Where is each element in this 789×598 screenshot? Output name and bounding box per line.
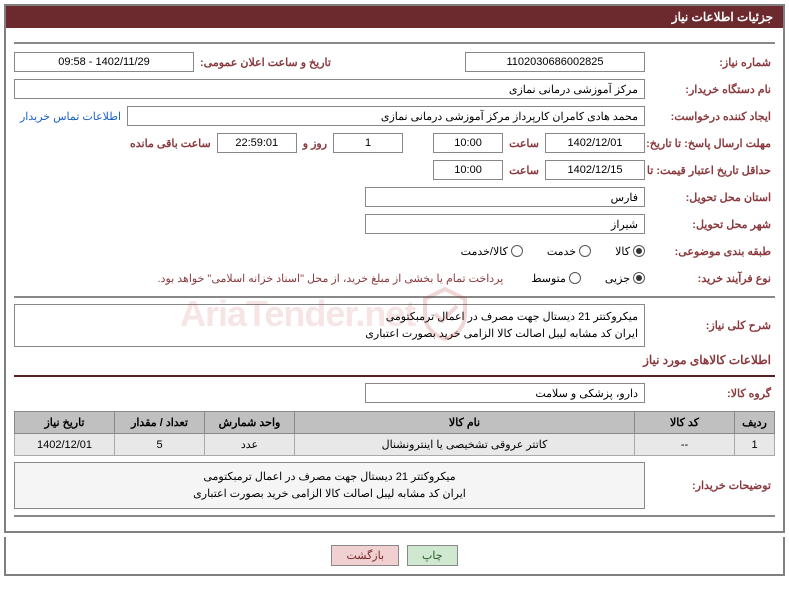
announce-label: تاریخ و ساعت اعلان عمومی: [194, 56, 337, 69]
purchase-type-label: نوع فرآیند خرید: [645, 272, 775, 285]
remaining-time-field: 22:59:01 [217, 133, 297, 153]
resp-time-field: 10:00 [433, 133, 503, 153]
radio-medium[interactable]: متوسط [531, 272, 581, 285]
th-name: نام کالا [295, 412, 635, 434]
items-table: ردیف کد کالا نام کالا واحد شمارش تعداد /… [14, 411, 775, 456]
divider [14, 42, 775, 44]
min-validity-time-field: 10:00 [433, 160, 503, 180]
category-label: طبقه بندی موضوعی: [645, 245, 775, 258]
requester-label: ایجاد کننده درخواست: [645, 110, 775, 123]
th-row: ردیف [735, 412, 775, 434]
th-qty: تعداد / مقدار [115, 412, 205, 434]
th-unit: واحد شمارش [205, 412, 295, 434]
time-label-2: ساعت [503, 164, 545, 177]
buyer-org-label: نام دستگاه خریدار: [645, 83, 775, 96]
main-panel: جزئیات اطلاعات نیاز شماره نیاز: 11020306… [4, 4, 785, 533]
radio-dot-icon [633, 272, 645, 284]
cell-unit: عدد [205, 434, 295, 456]
radio-both[interactable]: کالا/خدمت [461, 245, 523, 258]
summary-line2: ایران کد مشابه لیبل اصالت کالا الزامی خر… [21, 326, 638, 343]
city-field: شیراز [365, 214, 645, 234]
divider [14, 515, 775, 517]
section-divider [14, 375, 775, 377]
cell-name: کاتتر عروقی تشخیصی یا اینترونشنال [295, 434, 635, 456]
time-label-1: ساعت [503, 137, 545, 150]
contact-link[interactable]: اطلاعات تماس خریدار [14, 110, 127, 123]
min-validity-date-field: 1402/12/15 [545, 160, 645, 180]
summary-line1: میکروکتتر 21 دیستال جهت مصرف در اعمال تر… [21, 309, 638, 326]
radio-dot-icon [579, 245, 591, 257]
province-field: فارس [365, 187, 645, 207]
buyer-notes-field: میکروکتتر 21 دیستال جهت مصرف در اعمال تر… [14, 462, 645, 509]
return-button[interactable]: بازگشت [331, 545, 399, 566]
panel-header: جزئیات اطلاعات نیاز [6, 6, 783, 28]
notes-line1: میکروکتتر 21 دیستال جهت مصرف در اعمال تر… [21, 469, 638, 486]
cell-code: -- [635, 434, 735, 456]
items-section-title: اطلاعات کالاهای مورد نیاز [18, 353, 771, 367]
announce-field: 1402/11/29 - 09:58 [14, 52, 194, 72]
th-date: تاریخ نیاز [15, 412, 115, 434]
goods-group-field: دارو، پزشکی و سلامت [365, 383, 645, 403]
table-row: 1--کاتتر عروقی تشخیصی یا اینترونشنالعدد5… [15, 434, 775, 456]
panel-title: جزئیات اطلاعات نیاز [672, 10, 773, 24]
radio-goods[interactable]: کالا [615, 245, 645, 258]
goods-group-label: گروه کالا: [645, 387, 775, 400]
radio-small[interactable]: جزیی [605, 272, 645, 285]
radio-service[interactable]: خدمت [547, 245, 591, 258]
days-label: روز و [297, 137, 333, 150]
radio-dot-icon [511, 245, 523, 257]
resp-date-field: 1402/12/01 [545, 133, 645, 153]
summary-label: شرح کلی نیاز: [645, 319, 775, 332]
days-field: 1 [333, 133, 403, 153]
th-code: کد کالا [635, 412, 735, 434]
remaining-label: ساعت باقی مانده [124, 137, 217, 150]
resp-deadline-label: مهلت ارسال پاسخ: تا تاریخ: [645, 137, 775, 150]
notes-line2: ایران کد مشابه لیبل اصالت کالا الزامی خر… [21, 486, 638, 503]
footer-buttons: چاپ بازگشت [4, 537, 785, 576]
radio-dot-icon [569, 272, 581, 284]
purchase-type-radio-group: جزیی متوسط [511, 272, 645, 285]
summary-field: میکروکتتر 21 دیستال جهت مصرف در اعمال تر… [14, 304, 645, 347]
print-button[interactable]: چاپ [407, 545, 458, 566]
need-number-label: شماره نیاز: [645, 56, 775, 69]
cell-date: 1402/12/01 [15, 434, 115, 456]
divider [14, 296, 775, 298]
category-radio-group: کالا خدمت کالا/خدمت [441, 245, 645, 258]
cell-row: 1 [735, 434, 775, 456]
province-label: استان محل تحویل: [645, 191, 775, 204]
min-validity-label: حداقل تاریخ اعتبار قیمت: تا تاریخ: [645, 164, 775, 177]
radio-dot-icon [633, 245, 645, 257]
buyer-org-field: مرکز آموزشی درمانی نمازی [14, 79, 645, 99]
need-number-field: 1102030686002825 [465, 52, 645, 72]
cell-qty: 5 [115, 434, 205, 456]
buyer-notes-label: توضیحات خریدار: [645, 479, 775, 492]
purchase-note: پرداخت تمام یا بخشی از مبلغ خرید، از محل… [158, 272, 512, 285]
city-label: شهر محل تحویل: [645, 218, 775, 231]
requester-field: محمد هادی کامران کارپرداز مرکز آموزشی در… [127, 106, 645, 126]
